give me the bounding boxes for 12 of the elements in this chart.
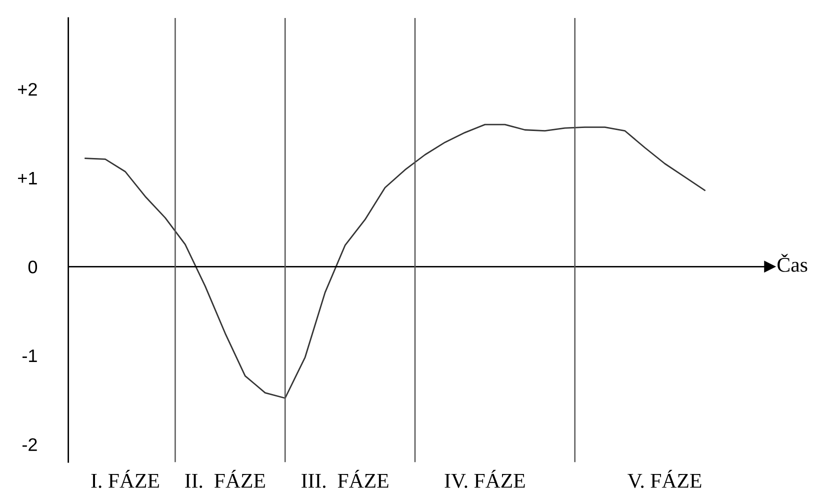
x-tick-label: III. FÁZE bbox=[302, 470, 388, 488]
x-tick-label: IV. FÁZE bbox=[444, 470, 525, 488]
y-tick-label: -2 bbox=[22, 438, 37, 451]
line-series bbox=[84, 124, 706, 399]
x-axis-title: Čas bbox=[778, 254, 808, 272]
y-tick-label: -1 bbox=[22, 350, 37, 362]
x-tick-label: V. FÁZE bbox=[628, 470, 702, 488]
y-tick-label: 0 bbox=[28, 260, 38, 274]
x-tick-label: I. FÁZE bbox=[91, 470, 159, 488]
y-tick-label: +1 bbox=[18, 172, 37, 184]
x-tick-label: II. FÁZE bbox=[185, 470, 265, 488]
y-tick-label: +2 bbox=[18, 82, 37, 96]
